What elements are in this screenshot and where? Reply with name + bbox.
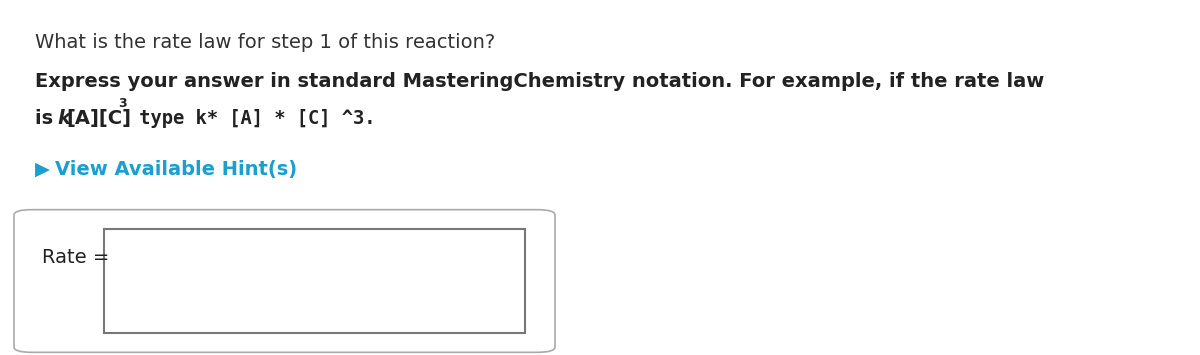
FancyBboxPatch shape [104,229,526,333]
Text: type k* [A] * [C] ^3.: type k* [A] * [C] ^3. [128,109,376,128]
Text: k: k [58,109,70,128]
Text: [A][C]: [A][C] [66,109,132,128]
FancyBboxPatch shape [14,210,554,352]
Text: Express your answer in standard MasteringChemistry notation. For example, if the: Express your answer in standard Masterin… [35,72,1044,91]
Text: What is the rate law for step 1 of this reaction?: What is the rate law for step 1 of this … [35,33,496,52]
Text: View Available Hint(s): View Available Hint(s) [55,160,298,179]
Text: 3: 3 [119,97,127,110]
Text: is: is [35,109,60,128]
Text: ▶: ▶ [35,160,50,179]
Text: Rate =: Rate = [42,248,109,267]
